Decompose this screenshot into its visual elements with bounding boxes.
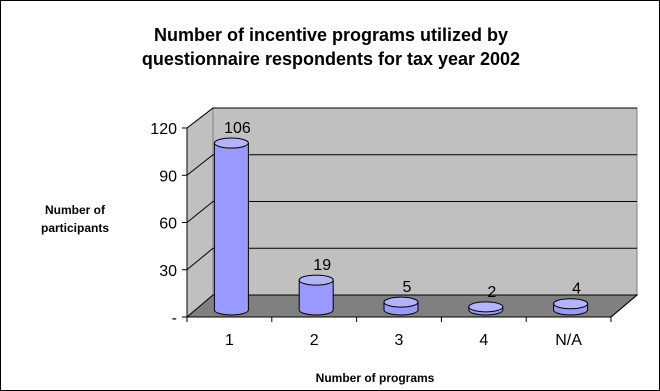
gridline-90 (186, 154, 637, 176)
y-axis-title-line-1: Number of (45, 203, 106, 217)
x-tick-label-1: 1 (225, 332, 234, 349)
x-axis-title: Number of programs (316, 371, 435, 385)
gridline-30 (186, 247, 637, 271)
x-tick-label-N/A: N/A (555, 332, 582, 349)
data-label-3: 5 (403, 279, 412, 296)
plot-area: - 30 60 90 120 106 1 19 2 5 3 2 4 4 N/A (150, 106, 639, 349)
y-axis-title-line-2: participants (41, 221, 109, 235)
y-tick-label-120: 120 (150, 121, 177, 138)
gridline-120 (186, 107, 637, 129)
bar-2 (298, 274, 334, 316)
chart-title-line-1: Number of incentive programs utilized by (154, 25, 508, 45)
gridline-60 (186, 201, 637, 223)
x-tick-label-2: 2 (310, 332, 319, 349)
bar-N/A (553, 298, 589, 316)
bar-body-2 (298, 279, 334, 316)
bar-1 (213, 137, 249, 316)
bar-top-4 (468, 301, 504, 313)
bar-4 (468, 301, 504, 316)
y-tick-label-90: 90 (159, 168, 177, 185)
y-tick-label-30: 30 (159, 263, 177, 280)
bar-top-2 (298, 274, 334, 286)
data-label-N/A: 4 (572, 281, 581, 298)
y-tick-label-0: - (172, 310, 177, 327)
data-label-2: 19 (313, 257, 331, 274)
bar-top-1 (213, 137, 249, 149)
x-tick-label-4: 4 (479, 332, 488, 349)
chart-title-line-2: questionnaire respondents for tax year 2… (142, 49, 520, 69)
bar-top-3 (383, 296, 419, 308)
data-label-1: 106 (224, 120, 251, 137)
floor-right-edge (610, 294, 638, 318)
data-label-4: 2 (487, 284, 496, 301)
bar-body-1 (213, 142, 249, 316)
x-tick-label-3: 3 (395, 332, 404, 349)
bar-top-N/A (553, 298, 589, 310)
bar-3 (383, 296, 419, 316)
y-tick-label-60: 60 (159, 216, 177, 233)
